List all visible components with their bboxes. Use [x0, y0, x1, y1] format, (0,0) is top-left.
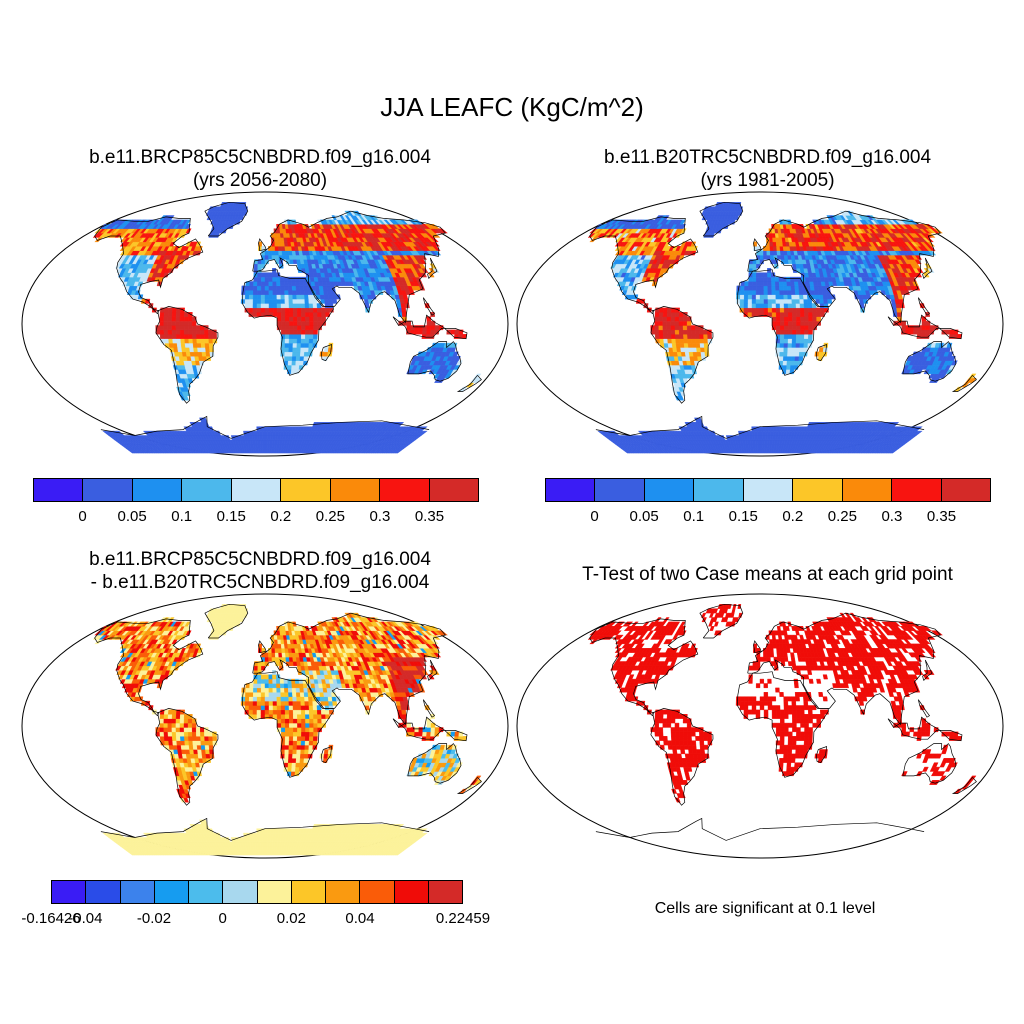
colorbar-tick-label: -0.02 [136, 910, 172, 927]
colorbar-swatch [326, 881, 361, 903]
colorbar-tick-label: -0.04 [68, 910, 103, 927]
grid-cells [587, 604, 977, 803]
colorbar-tick-label: 0.05 [629, 508, 659, 525]
map-future [21, 191, 509, 457]
colorbar-swatch [86, 881, 121, 903]
coastlines [589, 603, 977, 841]
panel-3-title-line2: - b.e11.B20TRC5CNBDRD.f09_g16.004 [90, 572, 430, 593]
colorbar-swatch [429, 479, 478, 501]
colorbar-swatch [154, 881, 189, 903]
colorbar-swatch [132, 479, 183, 501]
colorbar-tick-label: 0.04 [345, 910, 375, 927]
map-ttest [516, 593, 1004, 859]
colorbar-tick-label: 0.35 [414, 508, 445, 525]
colorbar-swatch [842, 479, 893, 501]
colorbar-swatch [257, 881, 292, 903]
colorbar-tick-label: 0.2 [782, 508, 804, 525]
colorbar-swatch [793, 479, 843, 501]
grid-cells [587, 202, 977, 454]
colorbar-swatch [182, 479, 232, 501]
colorbar-difference [51, 880, 463, 904]
colorbar-tick-label: 0.25 [827, 508, 857, 525]
colorbar-tick-label: 0.25 [315, 508, 345, 525]
colorbar-tick-label: 0.02 [276, 910, 306, 927]
colorbar-tick-label: 0 [590, 508, 599, 525]
colorbar-tick-label: 0.1 [683, 508, 705, 525]
panel-4-title: T-Test of two Case means at each grid po… [515, 563, 1020, 586]
panel-1-title-line2: (yrs 2056-2080) [192, 170, 328, 191]
coastlines [589, 201, 977, 439]
colorbar-swatch [694, 479, 744, 501]
colorbar-tick-label: -0.16426 [21, 910, 81, 927]
colorbar-future [33, 478, 479, 502]
colorbar-tick-label: 0 [218, 910, 227, 927]
panel-2-title-line1: b.e11.B20TRC5CNBDRD.f09_g16.004 [603, 147, 932, 168]
colorbar-tick-label: 0 [78, 508, 87, 525]
colorbar-tick-label: 0.3 [881, 508, 903, 525]
colorbar-swatch [330, 479, 381, 501]
panel-2-title: b.e11.B20TRC5CNBDRD.f09_g16.004 (yrs 198… [515, 146, 1020, 192]
colorbar-swatch [743, 479, 794, 501]
colorbar-historical-ticks: 0 0.05 0.1 0.15 0.2 0.25 0.3 0.35 [545, 508, 991, 528]
main-title: JJA LEAFC (KgC/m^2) [380, 92, 644, 122]
colorbar-swatch [52, 881, 87, 903]
grid-cells [92, 202, 482, 454]
colorbar-swatch [223, 881, 258, 903]
map-difference [21, 593, 509, 859]
colorbar-swatch [941, 479, 990, 501]
panel-3-title-line1: b.e11.BRCP85C5CNBDRD.f09_g16.004 [89, 549, 431, 570]
colorbar-swatch [231, 479, 282, 501]
colorbar-swatch [595, 479, 645, 501]
colorbar-swatch [281, 479, 331, 501]
panel-4-title-line1: T-Test of two Case means at each grid po… [582, 564, 953, 585]
colorbar-tick-label: 0.15 [728, 508, 758, 525]
panel-1-title: b.e11.BRCP85C5CNBDRD.f09_g16.004 (yrs 20… [10, 146, 510, 192]
panel-3-title: b.e11.BRCP85C5CNBDRD.f09_g16.004 - b.e11… [10, 548, 510, 594]
colorbar-swatch [380, 479, 430, 501]
colorbar-tick-label: 0.2 [270, 508, 292, 525]
coastlines [94, 201, 482, 439]
colorbar-swatch [120, 881, 155, 903]
colorbar-tick-label: 0.1 [171, 508, 193, 525]
colorbar-swatch [892, 479, 942, 501]
significance-note: Cells are significant at 0.1 level [654, 900, 876, 917]
colorbar-tick-label: 0.05 [117, 508, 147, 525]
colorbar-swatch [189, 881, 224, 903]
colorbar-tick-label: 0.15 [216, 508, 246, 525]
grid-cells [92, 604, 482, 856]
colorbar-swatch [34, 479, 84, 501]
colorbar-tick-label: 0.22459 [435, 910, 491, 927]
colorbar-swatch [644, 479, 695, 501]
colorbar-difference-ticks: -0.16426 -0.04 -0.02 0 0.02 0.04 0.22459 [21, 910, 490, 930]
coastlines [94, 603, 482, 841]
colorbar-swatch [428, 881, 462, 903]
colorbar-historical [545, 478, 991, 502]
colorbar-future-ticks: 0 0.05 0.1 0.15 0.2 0.25 0.3 0.35 [33, 508, 479, 528]
colorbar-swatch [83, 479, 133, 501]
panel-2-title-line2: (yrs 1981-2005) [700, 170, 835, 191]
map-historical [516, 191, 1004, 457]
colorbar-tick-label: 0.3 [369, 508, 391, 525]
colorbar-tick-label: 0.35 [926, 508, 957, 525]
colorbar-swatch [360, 881, 395, 903]
colorbar-swatch [291, 881, 326, 903]
colorbar-swatch [394, 881, 429, 903]
panel-1-title-line1: b.e11.BRCP85C5CNBDRD.f09_g16.004 [89, 147, 431, 168]
colorbar-swatch [546, 479, 596, 501]
